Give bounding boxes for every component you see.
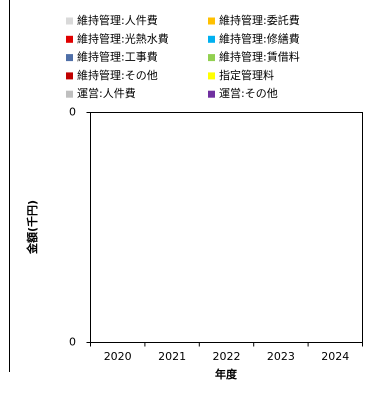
legend-label: 維持管理:光熱水費: [77, 31, 169, 45]
legend-swatch: [66, 90, 73, 98]
legend-label: 維持管理:その他: [77, 68, 158, 82]
legend-label: 維持管理:人件費: [77, 13, 158, 27]
legend-label: 維持管理:工事費: [77, 50, 158, 64]
legend-swatch: [208, 90, 215, 98]
legend-swatch: [66, 72, 73, 80]
x-tick-label: 2020: [104, 350, 132, 363]
plot-area: [90, 112, 363, 343]
legend-swatch: [208, 17, 215, 25]
legend-label: 維持管理:賃借料: [219, 50, 300, 64]
y-axis-title: 金額(千円): [25, 200, 39, 255]
x-tick-label: 2022: [213, 350, 241, 363]
legend-label: 指定管理料: [219, 68, 274, 82]
legend-label: 運営:人件費: [77, 86, 136, 100]
legend-label: 維持管理:修繕費: [219, 31, 300, 45]
legend-swatch: [66, 54, 73, 62]
x-tick-label: 2024: [321, 350, 349, 363]
legend-swatch: [66, 17, 73, 25]
legend-swatch: [66, 35, 73, 43]
x-tick-label: 2023: [267, 350, 295, 363]
legend-label: 運営:その他: [219, 86, 278, 100]
y-tick-label: 0: [69, 106, 76, 119]
legend-swatch: [208, 72, 215, 80]
legend-label: 維持管理:委託費: [219, 13, 300, 27]
y-tick-label: 0: [69, 336, 76, 349]
x-tick-label: 2021: [158, 350, 186, 363]
x-axis-title: 年度: [215, 367, 238, 381]
legend-swatch: [208, 35, 215, 43]
legend-swatch: [208, 54, 215, 62]
